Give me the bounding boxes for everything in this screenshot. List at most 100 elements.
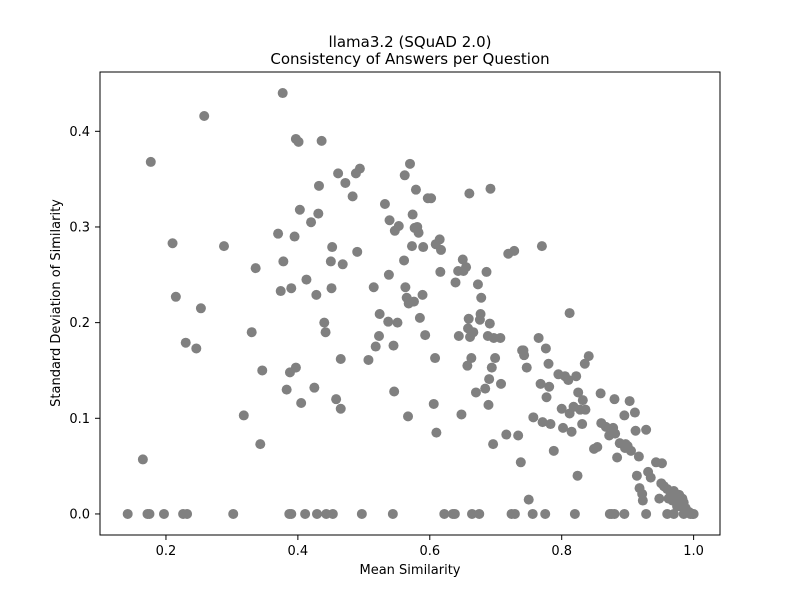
- data-point: [619, 508, 630, 519]
- x-tick-label: 0.2: [156, 544, 177, 559]
- data-point: [368, 282, 379, 293]
- y-tick-label: 0.1: [69, 412, 90, 427]
- data-point: [195, 303, 206, 314]
- data-point: [641, 508, 652, 519]
- data-point: [456, 409, 467, 420]
- data-point: [426, 193, 437, 204]
- x-tick-label: 0.4: [288, 544, 309, 559]
- data-point: [347, 191, 358, 202]
- data-point: [577, 419, 588, 430]
- data-point: [180, 337, 191, 348]
- data-point: [496, 378, 507, 389]
- data-point: [387, 508, 398, 519]
- data-point: [624, 396, 635, 407]
- data-point: [273, 228, 284, 239]
- data-point: [319, 317, 330, 328]
- data-point: [300, 508, 311, 519]
- data-point: [228, 508, 239, 519]
- data-point: [545, 419, 556, 430]
- data-point: [301, 274, 312, 285]
- data-point: [521, 362, 532, 373]
- data-point: [463, 313, 474, 324]
- data-point: [407, 209, 418, 220]
- data-point: [383, 316, 394, 327]
- data-point: [476, 292, 487, 303]
- data-point: [296, 397, 307, 408]
- data-point: [408, 296, 419, 307]
- data-point: [170, 291, 181, 302]
- data-point: [540, 508, 551, 519]
- data-point: [167, 238, 178, 249]
- data-point: [356, 508, 367, 519]
- data-point: [600, 421, 611, 432]
- data-point: [257, 365, 268, 376]
- data-point: [486, 362, 497, 373]
- data-point: [182, 508, 193, 519]
- data-point: [340, 177, 351, 188]
- data-point: [548, 445, 559, 456]
- data-point: [363, 354, 374, 365]
- data-point: [403, 411, 414, 422]
- data-point: [484, 318, 495, 329]
- data-point: [464, 188, 475, 199]
- data-point: [515, 457, 526, 468]
- data-point: [331, 394, 342, 405]
- data-point: [337, 259, 348, 270]
- data-point: [461, 262, 472, 273]
- data-point: [535, 378, 546, 389]
- data-point: [533, 332, 544, 343]
- data-point: [312, 508, 322, 519]
- data-point: [335, 353, 346, 364]
- data-point: [595, 388, 606, 399]
- data-point: [490, 353, 501, 364]
- data-point: [370, 341, 381, 352]
- data-point: [609, 394, 620, 405]
- data-point: [278, 256, 289, 267]
- data-point: [481, 266, 492, 277]
- data-point: [405, 158, 415, 169]
- x-tick-label: 0.6: [419, 544, 440, 559]
- data-point: [544, 381, 555, 392]
- data-point: [392, 317, 403, 328]
- data-point: [470, 387, 481, 398]
- data-point: [453, 331, 464, 342]
- data-point: [656, 458, 667, 469]
- data-point: [406, 241, 417, 252]
- data-point: [513, 430, 524, 441]
- data-point: [583, 351, 594, 362]
- data-point: [572, 470, 583, 481]
- data-point: [485, 183, 496, 194]
- data-point: [250, 263, 261, 274]
- data-point: [558, 422, 569, 433]
- data-point: [645, 472, 656, 483]
- data-point: [637, 495, 648, 506]
- data-point: [281, 384, 292, 395]
- data-point: [191, 343, 202, 354]
- data-point: [641, 424, 652, 435]
- data-point: [633, 451, 644, 462]
- data-point: [333, 168, 344, 179]
- data-point: [431, 427, 442, 438]
- data-point: [439, 508, 450, 519]
- data-point: [255, 439, 266, 450]
- data-point: [158, 508, 169, 519]
- data-point: [654, 493, 665, 504]
- data-point: [501, 429, 512, 440]
- data-point: [286, 283, 297, 294]
- data-point: [238, 410, 249, 421]
- data-point: [509, 508, 520, 519]
- data-point: [352, 246, 363, 257]
- data-point: [374, 309, 385, 320]
- x-axis-label: Mean Similarity: [359, 563, 460, 578]
- data-point: [199, 111, 210, 121]
- data-point: [418, 242, 429, 253]
- data-point: [619, 410, 630, 421]
- data-point: [399, 255, 410, 266]
- data-point: [631, 470, 642, 481]
- data-point: [462, 360, 473, 371]
- data-point: [625, 445, 636, 456]
- data-point: [275, 286, 286, 297]
- data-point: [294, 204, 305, 215]
